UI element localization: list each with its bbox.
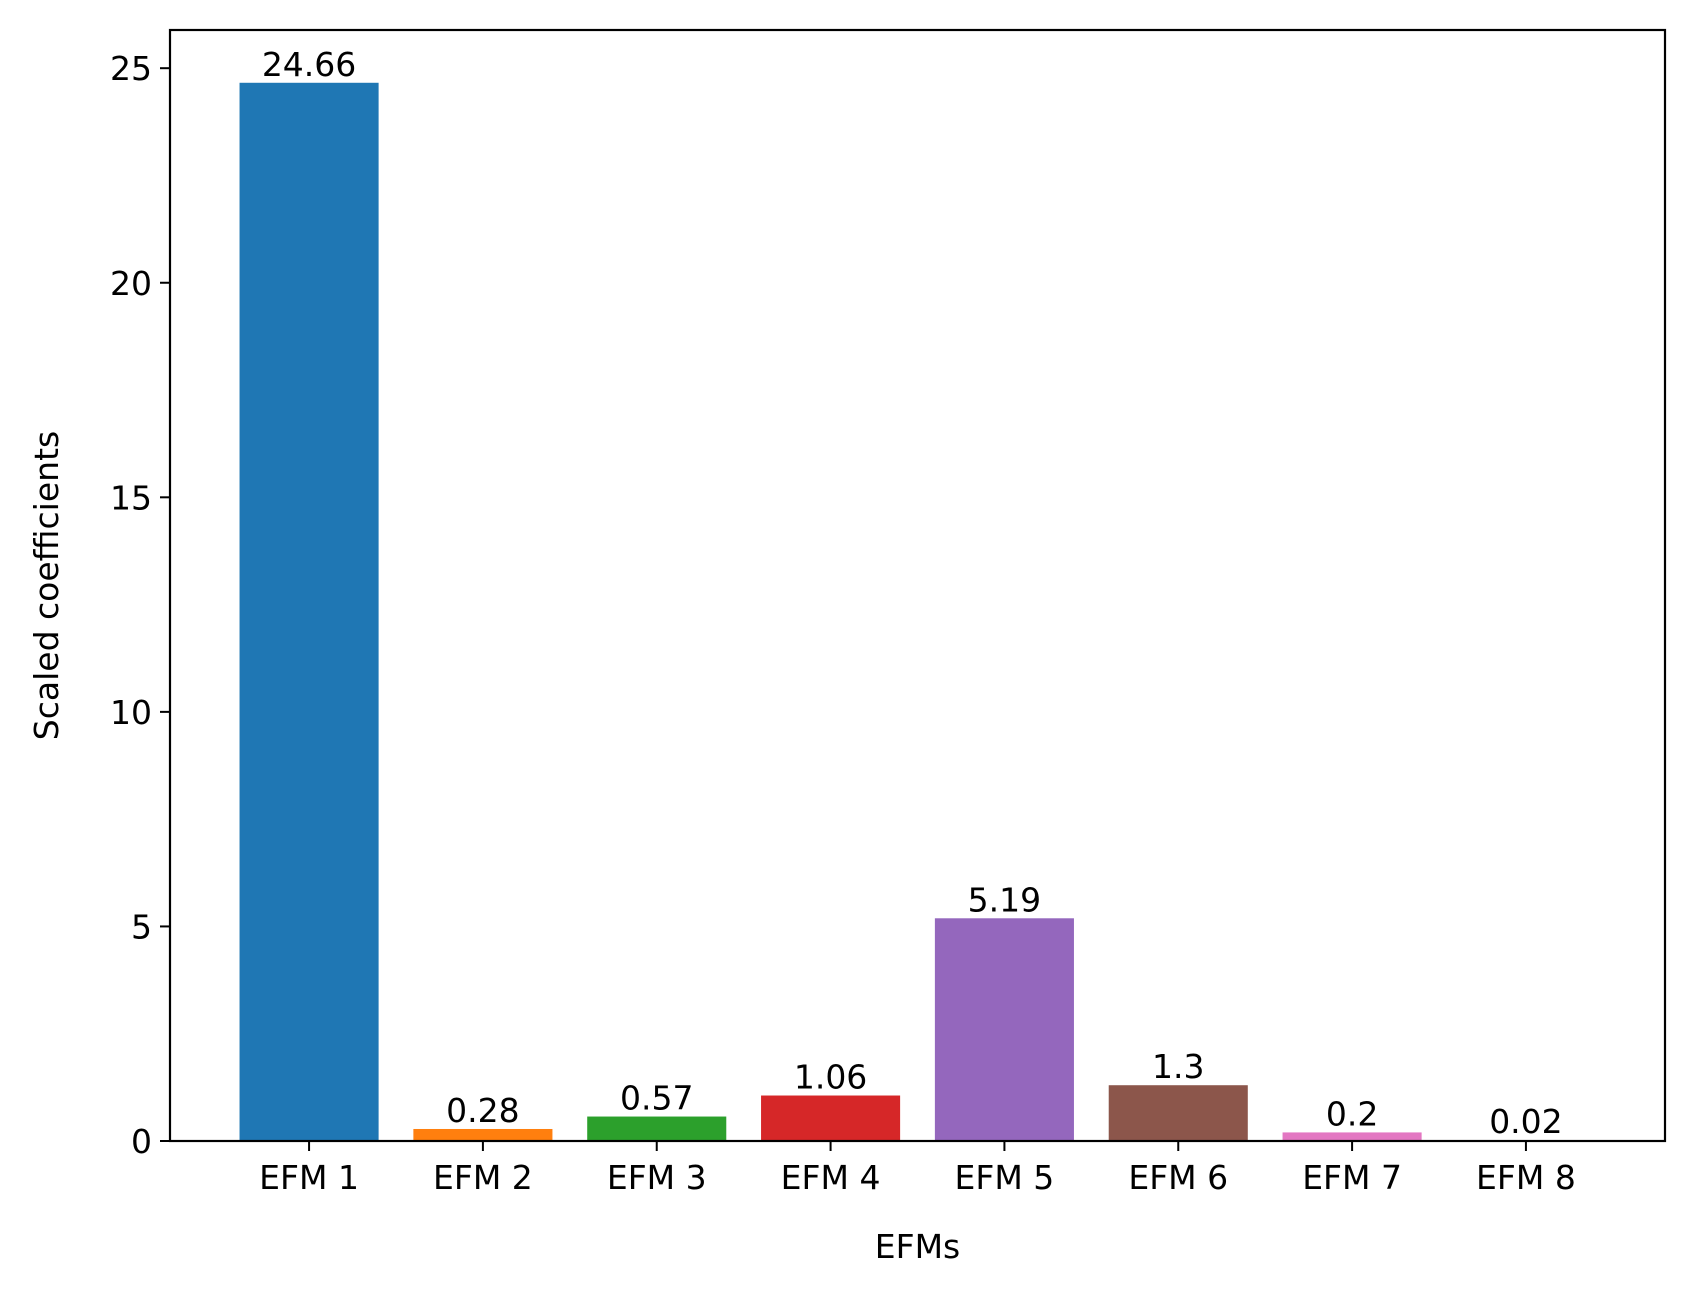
bar-value-label-2: 0.28 — [446, 1091, 519, 1130]
bar-value-labels: 24.66 0.28 0.57 1.06 5.19 1.3 0.2 0.02 — [262, 45, 1563, 1141]
x-tick-label-8: EFM 8 — [1476, 1158, 1576, 1197]
y-tick-label-15: 15 — [110, 478, 152, 517]
x-tick-label-4: EFM 4 — [781, 1158, 881, 1197]
bar-1 — [239, 82, 379, 1142]
plot-frame — [168, 28, 1667, 1143]
y-tick-label-20: 20 — [110, 264, 152, 303]
x-tick-label-5: EFM 5 — [955, 1158, 1055, 1197]
bar-6 — [1108, 1085, 1248, 1141]
bar-value-label-1: 24.66 — [262, 45, 356, 84]
bar-value-label-4: 1.06 — [794, 1058, 867, 1097]
y-tick-label-25: 25 — [110, 49, 152, 88]
x-tick-label-2: EFM 2 — [433, 1158, 533, 1197]
bar-3 — [587, 1116, 727, 1141]
bar-4 — [761, 1095, 901, 1141]
x-tick-label-3: EFM 3 — [607, 1158, 707, 1197]
bar-value-label-3: 0.57 — [620, 1079, 693, 1118]
x-tick-label-7: EFM 7 — [1302, 1158, 1402, 1197]
bar-7 — [1282, 1132, 1422, 1141]
bar-5 — [934, 918, 1074, 1141]
bar-value-label-5: 5.19 — [968, 880, 1041, 919]
bar-value-label-8: 0.02 — [1489, 1102, 1562, 1141]
x-tick-label-6: EFM 6 — [1128, 1158, 1228, 1197]
x-tick-label-1: EFM 1 — [259, 1158, 359, 1197]
bar-2 — [413, 1128, 553, 1141]
x-axis-label: EFMs — [875, 1227, 961, 1266]
bars — [239, 82, 1596, 1142]
y-tick-label-0: 0 — [131, 1122, 152, 1161]
y-tick-label-10: 10 — [110, 693, 152, 732]
y-axis-ticks: 0 5 10 15 20 25 — [110, 49, 170, 1161]
bar-value-label-6: 1.3 — [1152, 1047, 1204, 1086]
bar-value-label-7: 0.2 — [1326, 1094, 1378, 1133]
x-axis-ticks: EFM 1 EFM 2 EFM 3 EFM 4 EFM 5 EFM 6 EFM 7 EFM 8 — [259, 1141, 1576, 1197]
y-axis-label: Scaled coefficients — [27, 431, 66, 740]
y-tick-label-5: 5 — [131, 907, 152, 946]
